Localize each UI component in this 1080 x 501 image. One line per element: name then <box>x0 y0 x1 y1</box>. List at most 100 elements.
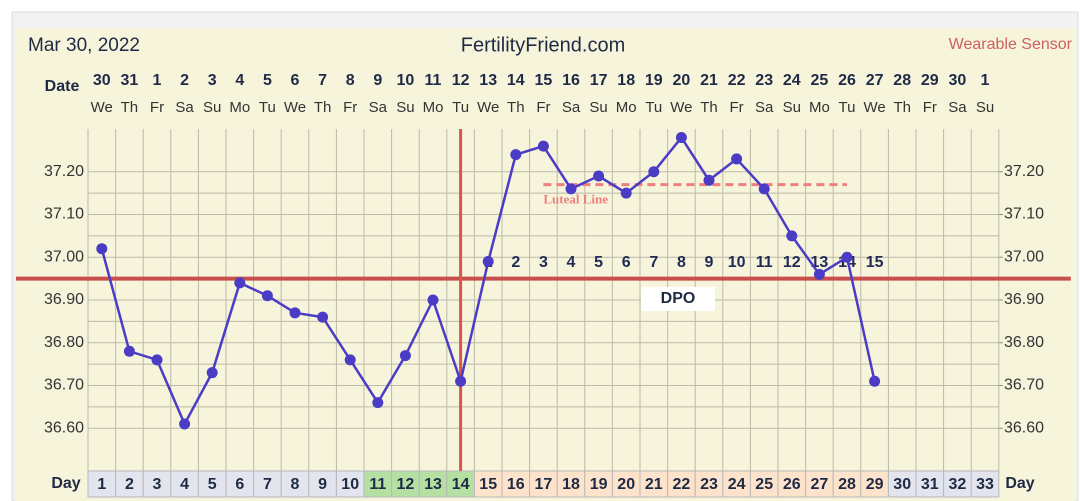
weekday-label: Mo <box>423 99 444 116</box>
y-tick-label: 37.00 <box>44 248 84 265</box>
day-cell <box>915 470 945 498</box>
y2-tick-label: 37.00 <box>1004 248 1044 265</box>
x-tick-label: 11 <box>369 476 386 493</box>
dpo-label: 5 <box>594 254 603 271</box>
date-label: 22 <box>728 72 746 89</box>
dpo-label: 2 <box>511 254 520 271</box>
weekday-label: Sa <box>175 99 194 116</box>
y2-tick-label: 36.80 <box>1004 334 1044 351</box>
x-tick-label: 10 <box>341 476 359 493</box>
temperature-point <box>399 350 411 362</box>
y-tick-label: 36.70 <box>44 377 84 394</box>
y-tick-label: 37.20 <box>44 163 84 180</box>
date-label: 23 <box>755 72 773 89</box>
date-label: 13 <box>479 72 497 89</box>
y2-tick-label: 36.60 <box>1004 419 1044 436</box>
temperature-point <box>151 354 163 366</box>
x-tick-label: 21 <box>645 476 663 493</box>
weekday-label: Th <box>314 99 332 116</box>
day-cell <box>363 470 393 498</box>
panel <box>15 28 1075 501</box>
day-cell <box>832 470 862 498</box>
day-cell <box>87 470 117 498</box>
temperature-point <box>510 149 522 161</box>
x-tick-label: 29 <box>866 476 884 493</box>
day-cell <box>611 470 641 498</box>
date-label: 18 <box>617 72 635 89</box>
x-tick-label: 27 <box>811 476 829 493</box>
x-tick-label: 25 <box>755 476 773 493</box>
date-label: 26 <box>838 72 856 89</box>
weekday-label: We <box>670 99 692 116</box>
date-label: 8 <box>346 72 355 89</box>
date-label: 9 <box>373 72 382 89</box>
weekday-label: Mo <box>809 99 830 116</box>
dpo-box <box>641 287 715 311</box>
date-label: 30 <box>93 72 111 89</box>
luteal-label: Luteal Line <box>543 192 608 207</box>
date-label: 10 <box>397 72 415 89</box>
dpo-label: 12 <box>783 254 801 271</box>
temperature-point <box>206 367 218 379</box>
y2-tick-label: 37.10 <box>1004 206 1044 223</box>
dpo-label: 13 <box>811 254 829 271</box>
temperature-point <box>289 307 301 319</box>
x-tick-label: 30 <box>893 476 911 493</box>
date-label: 3 <box>208 72 217 89</box>
dpo-label: 10 <box>728 254 746 271</box>
temperature-point <box>261 290 273 302</box>
date-label: 11 <box>425 72 442 89</box>
date-label: 19 <box>645 72 663 89</box>
weekday-label: Fr <box>343 99 357 116</box>
weekday-label: Su <box>589 99 607 116</box>
x-tick-label: 16 <box>507 476 525 493</box>
weekday-label: Th <box>121 99 139 116</box>
day-cell <box>335 470 365 498</box>
x-tick-label: 23 <box>700 476 718 493</box>
source-label: Wearable Sensor <box>949 36 1073 53</box>
date-label: 6 <box>291 72 300 89</box>
y2-tick-label: 36.70 <box>1004 377 1044 394</box>
temperature-point <box>703 174 715 186</box>
weekday-label: Sa <box>562 99 581 116</box>
temperature-point <box>482 256 494 268</box>
y-tick-label: 37.10 <box>44 206 84 223</box>
date-label: 5 <box>263 72 272 89</box>
temperature-point <box>96 243 108 255</box>
weekday-label: Fr <box>923 99 937 116</box>
weekday-label: Tu <box>259 99 276 116</box>
date-label: 7 <box>318 72 327 89</box>
dpo-label: 8 <box>677 254 686 271</box>
day-cell <box>556 470 586 498</box>
x-tick-label: 22 <box>673 476 691 493</box>
date-label: 14 <box>507 72 525 89</box>
temperature-point <box>537 140 549 152</box>
date-label: 21 <box>700 72 718 89</box>
temperature-point <box>731 153 743 165</box>
x-tick-label: 26 <box>783 476 801 493</box>
temperature-point <box>813 268 825 280</box>
dpo-label: 7 <box>649 254 658 271</box>
day-cell <box>225 470 255 498</box>
x-tick-label: 20 <box>617 476 635 493</box>
date-label: 25 <box>811 72 829 89</box>
date-label: 4 <box>235 72 244 89</box>
weekday-label: Fr <box>536 99 550 116</box>
temperature-point <box>565 183 577 195</box>
x-tick-label: 7 <box>263 476 272 493</box>
dpo-label: 9 <box>705 254 714 271</box>
y2-tick-label: 37.20 <box>1004 163 1044 180</box>
weekday-label: Tu <box>645 99 662 116</box>
date-label: 24 <box>783 72 801 89</box>
weekday-label: We <box>91 99 113 116</box>
temperature-point <box>123 345 135 357</box>
weekday-label: Sa <box>369 99 388 116</box>
x-tick-label: 5 <box>208 476 217 493</box>
dpo-label: 3 <box>539 254 548 271</box>
x-tick-label: 18 <box>562 476 580 493</box>
x-tick-label: 17 <box>535 476 553 493</box>
chart-date: Mar 30, 2022 <box>28 35 140 56</box>
weekday-label: Sa <box>755 99 774 116</box>
x-tick-label: 6 <box>235 476 244 493</box>
